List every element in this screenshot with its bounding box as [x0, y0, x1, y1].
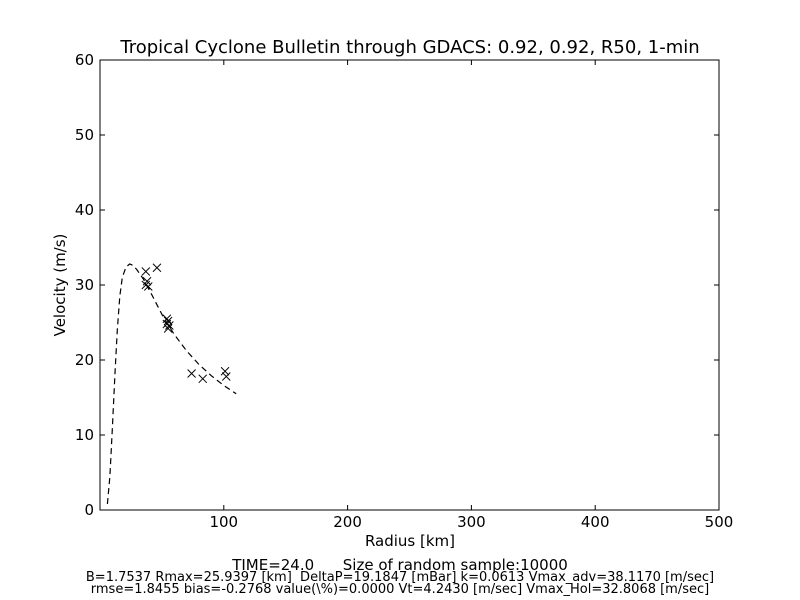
observation-x-marker	[141, 267, 151, 276]
footer-stats-line: rmse=1.8455 bias=-0.2768 value(\%)=0.000…	[90, 582, 710, 597]
x-tick-label: 300	[457, 513, 486, 531]
fitted-profile-line	[106, 263, 237, 505]
footer-time-line: TIME=24.0 Size of random sample:10000	[232, 556, 568, 574]
observation-x-marker	[163, 324, 173, 333]
x-tick-label: 500	[705, 513, 734, 531]
axis-ticks: 100 200 300 400 500 0 10 20 30 40 50 60	[75, 51, 733, 531]
observation-x-marker	[198, 374, 208, 384]
x-tick-label: 200	[333, 513, 362, 531]
y-tick-label: 0	[84, 501, 94, 519]
x-tick-label: 100	[209, 513, 238, 531]
observation-x-marker	[142, 276, 152, 286]
x-axis-label: Radius [km]	[365, 532, 455, 550]
footer-params-line: B=1.7537 Rmax=25.9397 [km] DeltaP=19.184…	[85, 570, 715, 585]
y-axis-label: Velocity (m/s)	[51, 234, 69, 337]
x-tick-label: 400	[581, 513, 610, 531]
y-tick-label: 30	[75, 276, 94, 294]
y-tick-label: 10	[75, 426, 94, 444]
observation-x-marker	[221, 372, 231, 381]
observation-x-marker	[220, 366, 230, 376]
y-tick-label: 20	[75, 351, 94, 369]
observation-x-marker	[187, 369, 196, 378]
observation-x-marker	[143, 282, 153, 291]
data-marks	[106, 263, 237, 505]
y-tick-label: 40	[75, 201, 94, 219]
chart-title: Tropical Cyclone Bulletin through GDACS:…	[119, 37, 699, 58]
y-tick-label: 60	[75, 51, 94, 69]
observation-x-marker	[152, 263, 162, 273]
plot-area-frame	[99, 59, 720, 511]
y-tick-label: 50	[75, 126, 94, 144]
velocity-radius-chart: Tropical Cyclone Bulletin through GDACS:…	[51, 37, 733, 550]
